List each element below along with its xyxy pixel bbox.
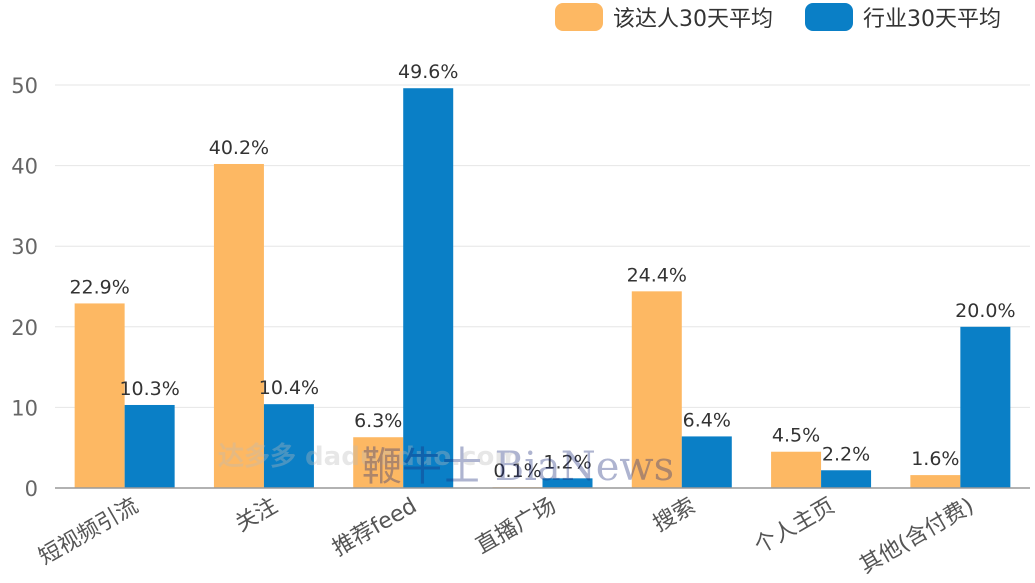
x-category-label: 短视频引流: [35, 494, 143, 571]
data-label: 10.4%: [259, 377, 319, 399]
bar-series-1-0[interactable]: [124, 404, 175, 488]
data-label: 0.1%: [493, 460, 541, 482]
bar-series-1-4[interactable]: [681, 436, 732, 488]
x-category-label: 个人主页: [750, 494, 839, 560]
legend[interactable]: 该达人30天平均 行业30天平均: [555, 3, 1001, 32]
x-axis-categories: 短视频引流 关注 推荐feed 直播广场 搜索 个人主页 其他(含付费): [35, 494, 978, 579]
data-label: 4.5%: [772, 425, 820, 447]
data-label: 24.4%: [627, 264, 687, 286]
data-label: 6.3%: [354, 410, 402, 432]
bar-series-0-0[interactable]: [74, 303, 125, 488]
bar-series-0-6[interactable]: [910, 475, 961, 488]
y-tick-label: 40: [11, 155, 38, 179]
grid-lines: [55, 84, 1030, 408]
y-tick-label: 50: [11, 74, 38, 98]
watermark-text-1: 达多多 daduoduo.com: [218, 442, 521, 472]
x-category-label: 推荐feed: [328, 494, 421, 562]
data-label: 22.9%: [69, 276, 129, 298]
bar-series-1-5[interactable]: [821, 470, 872, 488]
y-tick-label: 20: [11, 316, 38, 340]
bar-series-1-1[interactable]: [263, 404, 314, 488]
data-label: 6.4%: [683, 409, 731, 431]
data-label: 40.2%: [209, 137, 269, 159]
x-category-label: 关注: [231, 494, 282, 538]
data-labels: 22.9% 10.3% 40.2% 10.4% 6.3% 49.6% 0.1% 1.2% 24.…: [69, 61, 1015, 482]
bar-series-0-5[interactable]: [771, 451, 822, 488]
legend-swatch[interactable]: [555, 3, 603, 31]
data-label: 1.6%: [911, 448, 959, 470]
x-category-label: 直播广场: [472, 494, 561, 560]
x-category-label: 搜索: [649, 494, 700, 538]
x-category-label: 其他(含付费): [856, 494, 979, 579]
bar-series-1-2[interactable]: [403, 88, 454, 488]
data-label: 10.3%: [119, 378, 179, 400]
legend-label[interactable]: 行业30天平均: [863, 7, 1001, 32]
data-label: 1.2%: [543, 451, 591, 473]
bar-series-0-2[interactable]: [353, 437, 404, 488]
bar-series-1-6[interactable]: [960, 326, 1011, 488]
watermark: 达多多 daduoduo.com 鞭牛士 BiaNews: [218, 442, 674, 490]
bar-series-1-3[interactable]: [542, 478, 593, 488]
data-label: 49.6%: [398, 61, 458, 83]
data-label: 2.2%: [822, 443, 870, 465]
watermark-text-2: 鞭牛士 BiaNews: [362, 444, 674, 490]
bar-series-0-4[interactable]: [631, 291, 682, 488]
data-label: 20.0%: [955, 300, 1015, 322]
y-tick-label: 10: [11, 396, 38, 420]
bar-series-0-1[interactable]: [213, 163, 264, 488]
legend-label[interactable]: 该达人30天平均: [613, 7, 773, 32]
y-tick-label: 0: [25, 477, 38, 501]
legend-swatch[interactable]: [805, 3, 853, 31]
y-axis-ticks: 0 10 20 30 40 50: [11, 74, 38, 501]
y-tick-label: 30: [11, 235, 38, 259]
bars: [74, 88, 1011, 488]
